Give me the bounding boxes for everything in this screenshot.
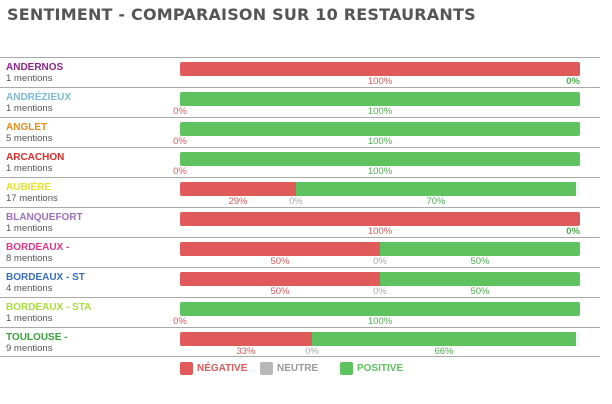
sentiment-bar xyxy=(180,182,580,196)
pct-label-neg: 0% xyxy=(173,166,187,177)
mention-count: 1 mentions xyxy=(6,163,53,174)
restaurant-name: ANGLET xyxy=(6,122,48,133)
chart-row: AUBIÈRE 17 mentions 29% 0% 70% xyxy=(0,177,600,207)
pct-label-neg: 0% xyxy=(173,106,187,117)
chart-rows: ANDERNOS 1 mentions 100% 0% ANDRÉZIEUX 1 ment… xyxy=(0,57,600,357)
restaurant-name: BORDEAUX - ST xyxy=(6,272,85,283)
bar-segment-neg xyxy=(180,242,380,256)
pct-label-pos: 70% xyxy=(426,196,446,207)
mention-count: 8 mentions xyxy=(6,253,53,264)
pct-label-pos: 50% xyxy=(470,256,490,267)
pct-label-neu: 0% xyxy=(305,346,319,357)
sentiment-bar xyxy=(180,302,580,316)
bar-segment-pos xyxy=(296,182,576,196)
pct-label-neu: 0% xyxy=(373,256,387,267)
restaurant-name: ANDERNOS xyxy=(6,62,64,73)
sentiment-bar xyxy=(180,332,580,346)
mention-count: 1 mentions xyxy=(6,103,53,114)
pct-label-pos: 100% xyxy=(367,136,393,147)
pct-label-pos: 0% xyxy=(566,226,580,237)
restaurant-name: AUBIÈRE xyxy=(6,182,52,193)
pct-label-neg: 100% xyxy=(367,76,393,87)
legend-swatch xyxy=(340,362,353,376)
bar-segment-neg xyxy=(180,272,380,286)
bar-segment-pos xyxy=(180,122,580,136)
pct-label-neg: 33% xyxy=(236,346,256,357)
legend-item-neutral: NEUTRE xyxy=(260,360,318,378)
mention-count: 1 mentions xyxy=(6,73,53,84)
pct-label-neu: 0% xyxy=(373,286,387,297)
mention-count: 1 mentions xyxy=(6,223,53,234)
chart-row: BLANQUEFORT 1 mentions 100% 0% xyxy=(0,207,600,237)
chart-row: BORDEAUX -8 mentions 50% 0% 50% xyxy=(0,237,600,267)
pct-label-neg: 100% xyxy=(367,226,393,237)
bar-segment-neg xyxy=(180,182,296,196)
bar-segment-pos xyxy=(180,92,580,106)
bar-segment-neg xyxy=(180,62,580,76)
restaurant-name: BORDEAUX - xyxy=(6,242,70,253)
legend-swatch xyxy=(180,362,193,376)
mention-count: 5 mentions xyxy=(6,133,53,144)
sentiment-bar xyxy=(180,152,580,166)
legend-swatch xyxy=(260,362,273,376)
sentiment-bar xyxy=(180,92,580,106)
mention-count: 9 mentions xyxy=(6,343,53,354)
pct-label-neu: 0% xyxy=(289,196,303,207)
sentiment-bar xyxy=(180,272,580,286)
restaurant-name: ARCACHON xyxy=(6,152,65,163)
bar-segment-pos xyxy=(180,302,580,316)
bar-segment-pos xyxy=(380,272,580,286)
mention-count: 1 mentions xyxy=(6,313,53,324)
pct-label-neg: 29% xyxy=(228,196,248,207)
restaurant-name: ANDRÉZIEUX xyxy=(6,92,72,103)
pct-label-pos: 100% xyxy=(367,316,393,327)
restaurant-name: BLANQUEFORT xyxy=(6,212,83,223)
pct-label-pos: 100% xyxy=(367,166,393,177)
pct-label-pos: 50% xyxy=(470,286,490,297)
mention-count: 17 mentions xyxy=(6,193,58,204)
sentiment-bar xyxy=(180,62,580,76)
legend-label: NÉGATIVE xyxy=(197,363,248,375)
bar-segment-pos xyxy=(312,332,576,346)
bar-segment-pos xyxy=(380,242,580,256)
sentiment-bar xyxy=(180,242,580,256)
pct-label-pos: 100% xyxy=(367,106,393,117)
restaurant-name: TOULOUSE - xyxy=(6,332,68,343)
pct-label-pos: 0% xyxy=(566,76,580,87)
legend-item-positive: POSITIVE xyxy=(340,360,403,378)
restaurant-name: BORDEAUX - STA xyxy=(6,302,92,313)
chart-row: TOULOUSE -9 mentions 33% 0% 66% xyxy=(0,327,600,357)
legend-label: NEUTRE xyxy=(277,363,319,375)
bar-segment-neg xyxy=(180,212,580,226)
chart-row: ANDERNOS 1 mentions 100% 0% xyxy=(0,57,600,87)
sentiment-bar xyxy=(180,212,580,226)
bar-segment-pos xyxy=(180,152,580,166)
chart-row: ANDRÉZIEUX 1 mentions 0% 100% xyxy=(0,87,600,117)
pct-label-neg: 50% xyxy=(270,256,290,267)
pct-label-pos: 66% xyxy=(434,346,454,357)
sentiment-bar xyxy=(180,122,580,136)
chart-row: BORDEAUX - STA 1 mentions 0% 100% xyxy=(0,297,600,327)
pct-label-neg: 0% xyxy=(173,316,187,327)
chart-title: SENTIMENT - COMPARAISON SUR 10 RESTAURAN… xyxy=(7,5,476,24)
pct-label-neg: 0% xyxy=(173,136,187,147)
pct-label-neg: 50% xyxy=(270,286,290,297)
bar-segment-neg xyxy=(180,332,312,346)
chart-row: BORDEAUX - ST 4 mentions 50% 0% 50% xyxy=(0,267,600,297)
mention-count: 4 mentions xyxy=(6,283,53,294)
legend-label: POSITIVE xyxy=(357,363,404,375)
legend-item-negative: NÉGATIVE xyxy=(180,360,247,378)
chart-row: ANGLET 5 mentions 0% 100% xyxy=(0,117,600,147)
chart-row: ARCACHON 1 mentions 0% 100% xyxy=(0,147,600,177)
